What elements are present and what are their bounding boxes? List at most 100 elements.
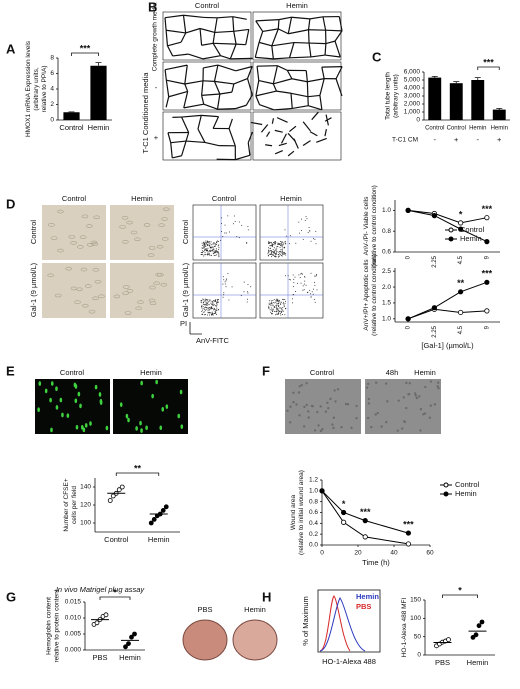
- flow-plot: [192, 204, 257, 261]
- column-label: Control: [212, 194, 237, 203]
- event: [307, 291, 309, 293]
- cfse-cell: [180, 424, 184, 429]
- event: [216, 310, 218, 312]
- event: [225, 280, 227, 282]
- event: [205, 314, 207, 316]
- significance-label: ***: [80, 43, 91, 53]
- texture: [376, 411, 379, 415]
- tube: [334, 40, 341, 58]
- tube: [310, 54, 326, 58]
- y-tick-label: 1.0: [309, 488, 318, 495]
- cfse-cell: [105, 425, 109, 431]
- tube: [235, 154, 251, 161]
- bar: [90, 65, 107, 120]
- event: [209, 247, 211, 249]
- event: [280, 304, 282, 306]
- event: [278, 255, 280, 257]
- event: [276, 309, 278, 311]
- cell: [126, 220, 133, 225]
- event: [268, 243, 270, 245]
- texture: [332, 426, 335, 430]
- x-tick-label: 0: [406, 255, 412, 259]
- tube: [235, 104, 247, 110]
- event: [275, 249, 277, 251]
- event: [279, 301, 281, 303]
- event: [201, 242, 203, 244]
- texture: [289, 405, 292, 408]
- event: [216, 254, 218, 256]
- dot: [473, 632, 479, 638]
- series-line: [407, 281, 488, 320]
- event: [213, 300, 215, 302]
- y-tick-label: 0.8: [309, 498, 318, 505]
- event: [218, 244, 220, 246]
- event: [276, 299, 278, 301]
- y-tick-label: 2,000: [404, 101, 421, 108]
- dot: [148, 520, 154, 526]
- event: [205, 245, 207, 247]
- tube: [219, 91, 233, 95]
- event: [212, 301, 214, 303]
- event: [281, 252, 283, 254]
- event: [206, 249, 208, 251]
- event: [247, 226, 249, 228]
- event: [214, 243, 216, 245]
- cell: [122, 239, 129, 244]
- event: [207, 306, 209, 308]
- event: [270, 247, 272, 249]
- event: [279, 312, 281, 314]
- cfse-cell: [94, 384, 98, 390]
- event: [215, 314, 217, 316]
- event: [315, 230, 317, 232]
- event: [268, 305, 270, 307]
- event: [212, 250, 214, 252]
- tube: [232, 16, 235, 32]
- cell: [47, 273, 55, 278]
- event: [313, 298, 315, 300]
- legend-label: Control: [460, 225, 485, 234]
- y-tick-label: 4,000: [404, 85, 421, 92]
- texture: [419, 408, 423, 411]
- texture: [288, 421, 292, 424]
- event: [281, 255, 283, 257]
- event: [289, 279, 291, 281]
- x-tick-label: Control: [104, 535, 129, 544]
- event: [224, 283, 226, 285]
- event: [272, 249, 274, 251]
- texture: [331, 423, 334, 426]
- event: [271, 254, 273, 256]
- significance-star: ***: [482, 204, 493, 214]
- event: [200, 252, 202, 254]
- event: [283, 298, 285, 300]
- tube: [308, 105, 323, 111]
- x-tick-label: Control: [425, 126, 444, 132]
- series-line: [321, 490, 409, 545]
- event: [208, 304, 210, 306]
- tube: [309, 131, 318, 137]
- marker: [405, 316, 411, 322]
- event: [278, 302, 280, 304]
- event: [278, 305, 280, 307]
- tube: [233, 77, 248, 85]
- texture: [324, 410, 328, 413]
- tube: [167, 132, 172, 143]
- event: [276, 247, 278, 249]
- texture: [407, 393, 410, 396]
- cfse-cell: [177, 413, 181, 419]
- event: [279, 246, 281, 248]
- event: [284, 229, 286, 231]
- cell: [122, 291, 129, 296]
- event: [208, 252, 210, 254]
- event: [282, 307, 284, 309]
- event: [212, 313, 214, 315]
- event: [276, 308, 278, 310]
- cfse-cell: [66, 413, 70, 418]
- texture: [334, 400, 337, 403]
- event: [201, 307, 203, 309]
- texture: [305, 381, 308, 385]
- texture: [310, 404, 314, 408]
- tube: [166, 79, 185, 85]
- event: [203, 307, 205, 309]
- y-tick-label: 0.000: [65, 647, 82, 654]
- texture: [402, 396, 405, 399]
